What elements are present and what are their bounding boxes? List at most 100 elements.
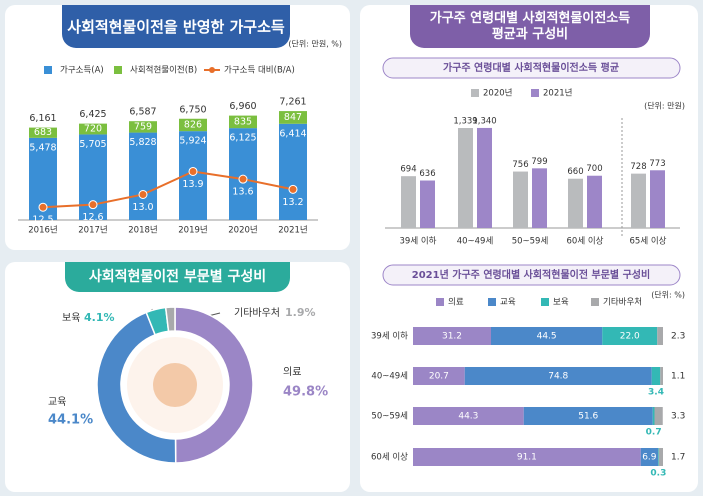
slice-label: 교육 — [48, 396, 66, 408]
legend-swatch — [436, 298, 444, 306]
value-label: 847 — [284, 112, 302, 123]
legend-label: 가구소득 대비(B/A) — [224, 66, 295, 76]
total-label: 6,425 — [79, 109, 106, 120]
value-label: 660 — [567, 167, 583, 177]
legend-swatch — [591, 298, 599, 306]
bar — [179, 118, 207, 132]
bar — [602, 327, 658, 345]
x-tick-label: 39세 이하 — [400, 236, 437, 247]
point — [288, 184, 298, 194]
bar — [279, 123, 307, 220]
value-label: 0.7 — [646, 428, 662, 438]
value-label: 51.6 — [578, 412, 598, 422]
x-tick-label: 40~49세 — [457, 237, 494, 247]
value-label: 1,340 — [472, 116, 496, 126]
bar — [568, 178, 583, 228]
value-label: 3.3 — [671, 412, 685, 422]
value-label: 5,924 — [179, 136, 206, 147]
value-label: 773 — [649, 159, 665, 169]
bar — [29, 127, 57, 138]
bar — [491, 327, 603, 345]
slice-label: 보육 — [62, 312, 80, 324]
bar — [654, 407, 663, 425]
bar — [413, 448, 641, 466]
point — [238, 174, 248, 184]
legend-swatch — [44, 66, 52, 74]
bar — [129, 132, 157, 220]
slice-label: 기타바우처 — [234, 307, 280, 319]
total-label: 7,261 — [279, 97, 306, 108]
x-tick-label: 2016년 — [28, 225, 57, 236]
value-label: 756 — [512, 160, 528, 170]
x-tick-label: 50~59세 — [512, 237, 549, 247]
value-label: 3.4 — [648, 388, 664, 398]
bar — [657, 327, 663, 345]
chart-title: 사회적현물이전을 반영한 가구소득 — [62, 5, 290, 48]
slice-label: 의료 — [283, 366, 301, 378]
x-tick-label: 2018년 — [128, 225, 157, 236]
value-label: 0.3 — [650, 469, 666, 479]
legend-swatch — [488, 298, 496, 306]
y-tick-label: 39세 이하 — [371, 331, 408, 342]
section-title: 가구주 연령대별 사회적현물이전소득 평균과 구성비 — [410, 5, 650, 48]
value-label: 6.9 — [642, 453, 657, 463]
y-tick-label: 60세 이상 — [371, 452, 408, 463]
y-tick-label: 50~59세 — [371, 412, 408, 422]
bar — [651, 367, 661, 385]
value-label: 5,705 — [79, 139, 106, 150]
donut-slice — [174, 306, 254, 464]
bar — [464, 367, 652, 385]
chart-subtitle: 가구주 연령대별 사회적현물이전소득 평균 — [443, 61, 619, 74]
bar — [650, 170, 665, 228]
bar — [660, 367, 663, 385]
bar — [658, 448, 659, 466]
x-tick-label: 60세 이상 — [567, 236, 604, 247]
legend-swatch — [209, 67, 215, 73]
value-label: 1,339 — [453, 117, 477, 127]
legend-label: 기타바우처 — [603, 297, 642, 308]
bar — [79, 123, 107, 135]
bar — [229, 115, 257, 129]
value-label: 1.9% — [285, 306, 316, 319]
bar — [658, 448, 663, 466]
x-tick-label: 2019년 — [178, 225, 207, 236]
value-label: 759 — [134, 121, 152, 132]
bar — [477, 127, 492, 228]
x-tick-label: 2017년 — [78, 225, 107, 236]
value-label: 826 — [184, 119, 202, 130]
value-label: 13.6 — [232, 187, 253, 198]
value-label: 44.5 — [537, 332, 557, 342]
value-label: 799 — [531, 157, 547, 167]
value-label: 31.2 — [442, 332, 462, 342]
value-label: 6,125 — [229, 133, 256, 144]
legend-swatch — [541, 298, 549, 306]
legend-label: 2020년 — [483, 88, 512, 99]
bar — [129, 121, 157, 133]
value-label: 13.0 — [132, 202, 153, 213]
x-tick-label: 2020년 — [228, 225, 257, 236]
legend-label: 의료 — [448, 297, 464, 308]
subtitle-pill — [382, 264, 681, 286]
legend-label: 교육 — [500, 298, 516, 308]
bar — [458, 128, 473, 228]
value-label: 49.8% — [283, 385, 328, 400]
bar — [652, 407, 655, 425]
point — [188, 166, 198, 176]
value-label: 91.1 — [517, 453, 537, 463]
donut-slice — [96, 311, 177, 464]
total-label: 6,960 — [229, 101, 256, 112]
value-label: 4.1% — [84, 311, 115, 324]
value-label: 636 — [419, 169, 435, 179]
line — [42, 170, 294, 209]
y-tick-label: 40~49세 — [371, 372, 408, 382]
value-label: 74.8 — [548, 372, 568, 382]
legend-label: 보육 — [553, 298, 569, 308]
value-label: 835 — [234, 116, 252, 127]
chart-title: 사회적현물이전 부문별 구성비 — [65, 262, 290, 292]
bar — [532, 168, 547, 228]
point — [38, 202, 48, 212]
value-label: 1.1 — [671, 372, 685, 382]
value-label: 683 — [34, 127, 52, 138]
legend-label: 2021년 — [543, 88, 572, 99]
